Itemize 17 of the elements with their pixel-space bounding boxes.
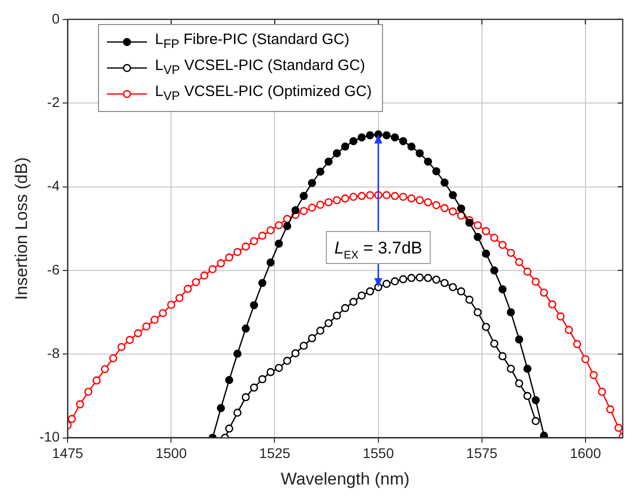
x-tick-label: 1600	[570, 445, 602, 462]
y-tick-label: -2	[47, 94, 60, 110]
y-tick-label: -6	[47, 261, 60, 278]
legend-label: L$_{VP}$ VCSEL-PIC (Optimized GC)	[155, 82, 372, 105]
x-tick-label: 1550	[362, 445, 394, 462]
y-tick-label: 0	[52, 10, 60, 26]
y-tick-label: -4	[47, 178, 60, 194]
x-tick-label: 1575	[466, 445, 498, 462]
x-tick-label: 1500	[156, 445, 187, 462]
x-axis-title: Wavelength (nm)	[280, 469, 410, 488]
y-axis-title: Insertion Loss (dB)	[12, 157, 31, 300]
y-tick-label: -10	[39, 428, 60, 445]
x-tick-label: 1475	[52, 445, 84, 462]
legend-label: L$_{VP}$ VCSEL-PIC (Standard GC)	[155, 56, 366, 79]
legend-label: L$_{FP}$ Fibre-PIC (Standard GC)	[155, 30, 350, 53]
x-tick-label: 1525	[259, 445, 291, 462]
y-tick-label: -8	[47, 344, 60, 361]
